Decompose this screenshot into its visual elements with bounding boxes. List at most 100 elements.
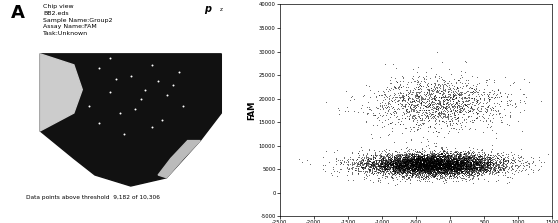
Point (410, 165, 419, 168)
Point (403, 167, 412, 171)
Point (473, 98, 482, 101)
Point (455, 158, 464, 162)
Point (415, 167, 424, 171)
Point (437, 166, 446, 169)
Point (398, 84, 407, 88)
Point (362, 121, 371, 124)
Point (433, 159, 442, 163)
Point (395, 172, 403, 176)
Point (442, 164, 451, 168)
Point (443, 159, 452, 162)
Point (440, 171, 449, 175)
Point (404, 161, 413, 164)
Point (393, 159, 402, 162)
Point (460, 102, 469, 106)
Point (439, 150, 448, 154)
Point (449, 86, 458, 90)
Point (465, 165, 474, 168)
Point (460, 154, 469, 157)
Point (416, 164, 425, 168)
Point (458, 170, 466, 173)
Point (458, 156, 466, 160)
Point (423, 166, 432, 170)
Point (368, 164, 377, 167)
Point (486, 162, 495, 165)
Point (395, 165, 404, 168)
Point (425, 162, 434, 165)
Point (476, 160, 485, 164)
Point (422, 167, 431, 171)
Point (480, 157, 489, 160)
Point (468, 156, 477, 160)
Point (418, 164, 427, 167)
Point (441, 161, 450, 164)
Point (415, 172, 424, 176)
Point (407, 162, 416, 166)
Point (435, 170, 444, 173)
Point (473, 171, 482, 174)
Point (377, 164, 386, 168)
Point (444, 162, 453, 165)
Point (422, 167, 431, 171)
Point (468, 111, 477, 115)
Point (410, 168, 419, 172)
Point (405, 168, 413, 171)
Point (405, 164, 414, 168)
Point (439, 155, 448, 159)
Point (363, 151, 372, 155)
Point (427, 89, 436, 93)
Point (455, 152, 464, 155)
Point (388, 175, 397, 178)
Point (404, 165, 413, 169)
Point (410, 158, 418, 162)
Point (465, 164, 474, 168)
Point (410, 167, 419, 171)
Point (431, 162, 440, 166)
Point (409, 125, 418, 129)
Point (403, 166, 412, 170)
Point (484, 160, 493, 164)
Point (405, 154, 414, 157)
Point (383, 166, 392, 170)
Point (427, 160, 436, 164)
Point (448, 164, 457, 168)
Point (423, 162, 432, 166)
Point (447, 169, 456, 172)
Point (436, 168, 445, 171)
Point (496, 111, 504, 114)
Point (465, 166, 474, 169)
Point (404, 80, 413, 84)
Point (435, 162, 444, 165)
Point (402, 159, 411, 163)
Point (406, 163, 415, 167)
Point (463, 171, 472, 175)
Point (387, 156, 396, 160)
Point (404, 157, 413, 160)
Point (377, 93, 386, 97)
Point (445, 165, 454, 168)
Point (403, 160, 412, 163)
Point (364, 158, 373, 162)
Point (366, 159, 375, 163)
Point (434, 166, 443, 170)
Point (439, 158, 448, 161)
Point (427, 112, 436, 116)
Point (419, 164, 428, 168)
Point (377, 161, 386, 164)
Point (465, 165, 474, 169)
Point (483, 163, 492, 166)
Point (388, 167, 397, 170)
Point (424, 159, 433, 162)
Point (368, 163, 377, 166)
Point (412, 164, 421, 167)
Point (395, 156, 404, 160)
Point (486, 160, 495, 163)
Point (455, 172, 464, 175)
Point (415, 161, 424, 165)
Point (469, 161, 478, 165)
Point (441, 168, 450, 172)
Point (449, 169, 458, 173)
Point (405, 167, 413, 170)
Point (407, 168, 416, 171)
Point (361, 163, 370, 166)
